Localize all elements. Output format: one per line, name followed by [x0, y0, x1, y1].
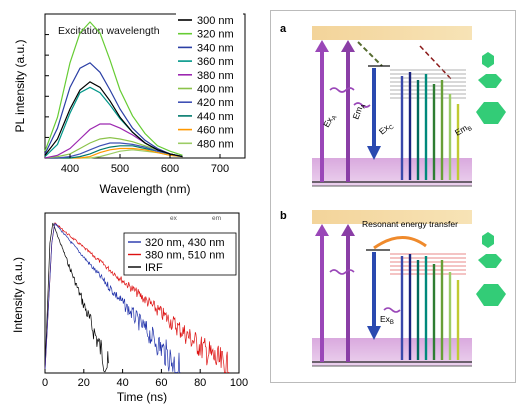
upper-band	[312, 210, 472, 224]
series-line	[44, 222, 181, 373]
series-layer	[44, 21, 183, 159]
x-tick-label: 100	[230, 377, 248, 389]
x-tick-label: 0	[42, 377, 48, 389]
panel-a-label: a	[280, 23, 287, 35]
resonant-arrow	[373, 236, 427, 250]
x-axis-label: Wavelength (nm)	[100, 182, 191, 196]
series-line	[44, 222, 230, 373]
plot-frame	[44, 13, 246, 159]
legend-header-ex: ex	[170, 215, 178, 222]
series-line	[44, 222, 109, 373]
emission-arrows-b	[400, 254, 460, 360]
legend-label: 400 nm	[197, 84, 234, 96]
panel-b: b Resonant energy transfer ExB	[280, 210, 506, 367]
arrowhead	[341, 40, 355, 52]
hexagon-small	[482, 52, 494, 68]
legend-label: 380 nm, 510 nm	[145, 250, 225, 262]
legend-label: 380 nm	[197, 70, 234, 82]
series-line	[44, 81, 183, 158]
legend-box	[123, 232, 237, 276]
legend-label: 440 nm	[197, 111, 234, 123]
x-tick-label: 500	[111, 163, 129, 175]
arrowhead	[315, 224, 329, 236]
arrowhead	[341, 224, 355, 236]
series-layer	[44, 222, 230, 373]
energy-levels	[390, 69, 466, 99]
series-line	[44, 62, 183, 158]
hexagon-large	[476, 102, 506, 124]
energy-transfer-diagram: a	[270, 10, 516, 383]
resonant-transfer-caption: Resonant energy transfer	[362, 219, 458, 229]
panel-b-label: b	[280, 210, 287, 222]
hexagon-small	[482, 232, 494, 248]
diagram-frame	[270, 10, 516, 383]
x-ticks: 400 500 600 700	[45, 34, 229, 175]
y-axis-label: PL intensity (a.u.)	[13, 40, 27, 133]
wavy-relaxation	[329, 269, 355, 275]
x-tick-label: 80	[194, 377, 206, 389]
x-tick-label: 20	[78, 377, 90, 389]
arrowhead	[367, 326, 381, 340]
legend-label: 340 nm	[197, 42, 234, 54]
arrowhead	[315, 40, 329, 52]
wavy-relaxation	[383, 307, 401, 313]
x-tick-label: 400	[61, 163, 79, 175]
x-tick-label: 40	[116, 377, 128, 389]
x-ticks: 0 20 40 60 80 100	[42, 369, 248, 389]
arrowhead	[367, 146, 381, 160]
hexagon-large	[476, 284, 506, 306]
hexagon-medium	[478, 254, 502, 268]
x-tick-label: 700	[211, 163, 229, 175]
legend-label: IRF	[145, 262, 163, 274]
wavy-relaxation	[353, 102, 371, 108]
legend-label: 300 nm	[197, 15, 234, 27]
wavy-relaxation	[329, 87, 355, 93]
y-axis-label: Intensity (a.u.)	[11, 257, 25, 333]
lower-band	[312, 158, 472, 186]
legend-label: 320 nm	[197, 29, 234, 41]
x-axis-label: Time (ns)	[117, 390, 167, 404]
x-tick-label: 60	[155, 377, 167, 389]
series-line	[44, 21, 183, 156]
legend-label: 480 nm	[197, 138, 234, 150]
legend-header-em: em	[212, 215, 221, 222]
x-tick-label: 600	[161, 163, 179, 175]
pl-spectra-chart: Excitation wavelength 400 500 600 700 300 n…	[13, 13, 246, 196]
emission-arrows-b	[400, 72, 460, 180]
hexagon-medium	[478, 74, 502, 88]
chart-title: Excitation wavelength	[58, 25, 160, 37]
legend-label: 420 nm	[197, 97, 234, 109]
upper-band	[312, 26, 472, 40]
legend-label: 360 nm	[197, 56, 234, 68]
legend-label: 460 nm	[197, 125, 234, 137]
lower-band	[312, 338, 472, 366]
dashed-transfer	[357, 41, 383, 67]
plot-frame	[44, 212, 240, 374]
legend-label: 320 nm, 430 nm	[145, 237, 225, 249]
